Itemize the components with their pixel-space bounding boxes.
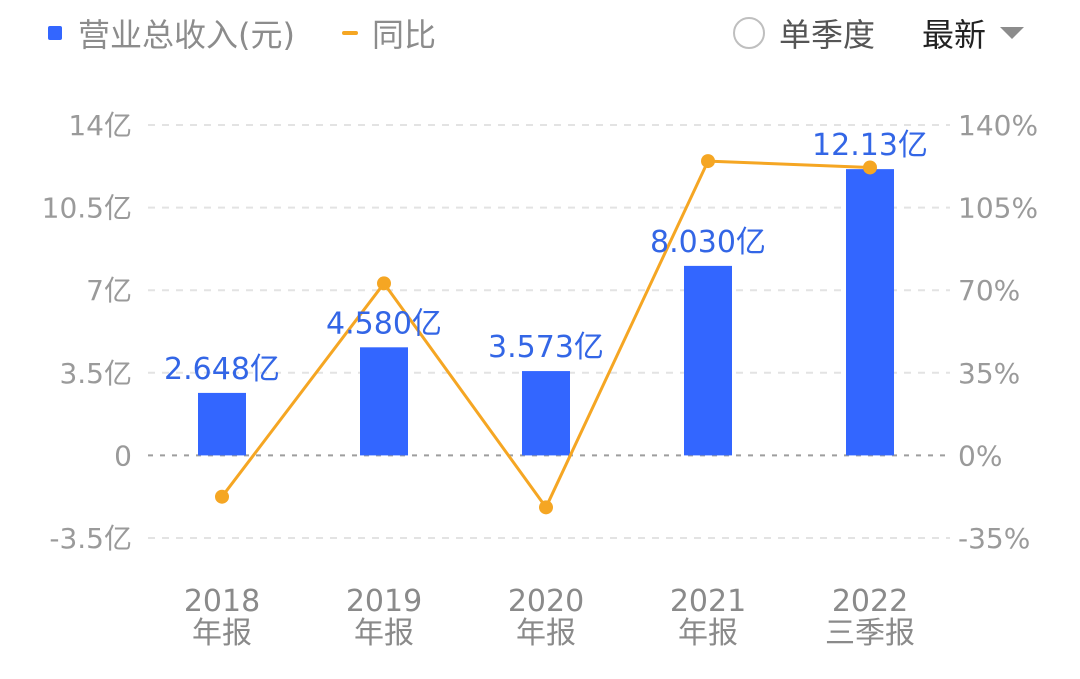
yoy-point [701, 154, 715, 169]
bar-data-label: 8.030亿 [650, 225, 766, 260]
legend-yoy[interactable]: 同比 [342, 10, 436, 56]
caret-down-icon [1000, 27, 1025, 39]
radio-unchecked-icon[interactable] [733, 17, 765, 49]
bar [522, 371, 570, 456]
period-dropdown-label: 最新 [922, 16, 987, 54]
bar-data-label: 12.13亿 [812, 128, 928, 163]
x-axis-year-label: 2022 [832, 584, 908, 619]
right-axis-tick-label: 140% [958, 109, 1038, 142]
left-axis-tick-label: 0 [114, 439, 132, 472]
legend-line-swatch-icon [342, 31, 358, 35]
legend-yoy-label: 同比 [372, 16, 437, 54]
right-axis-tick-label: 70% [958, 274, 1020, 307]
single-quarter-label: 单季度 [779, 16, 876, 54]
left-axis-tick-label: 10.5亿 [42, 192, 132, 225]
left-axis-tick-label: 7亿 [86, 274, 132, 307]
x-axis-period-label: 年报 [354, 616, 414, 651]
x-axis-year-label: 2020 [508, 584, 584, 619]
chart-toolbar: 营业总收入(元) 同比 单季度 最新 [0, 0, 1080, 64]
right-axis-tick-label: 35% [958, 357, 1020, 390]
x-axis-period-label: 年报 [192, 616, 252, 651]
right-axis-tick-label: -35% [958, 522, 1030, 555]
single-quarter-toggle[interactable]: 单季度 [733, 10, 875, 56]
x-axis-period-label: 年报 [516, 616, 576, 651]
period-dropdown[interactable]: 最新 [922, 10, 1025, 56]
legend-revenue[interactable]: 营业总收入(元) [48, 10, 295, 56]
right-axis-tick-label: 105% [958, 192, 1038, 225]
yoy-point [377, 276, 391, 291]
bar [846, 169, 894, 456]
bar [198, 392, 246, 456]
yoy-point [863, 160, 877, 175]
x-axis-period-label: 三季报 [825, 616, 915, 651]
legend-bar-swatch-icon [48, 26, 62, 40]
left-axis-tick-label: 14亿 [68, 109, 132, 142]
bar-data-label: 4.580亿 [326, 306, 442, 341]
x-axis-year-label: 2021 [670, 584, 746, 619]
right-axis-tick-label: 0% [958, 439, 1002, 472]
x-axis-year-label: 2018 [184, 584, 260, 619]
left-axis-tick-label: 3.5亿 [59, 357, 132, 390]
bar-data-label: 3.573亿 [488, 330, 604, 365]
left-axis-tick-label: -3.5亿 [49, 522, 132, 555]
yoy-point [539, 500, 553, 515]
bar [360, 347, 408, 456]
bar-data-label: 2.648亿 [164, 352, 280, 387]
yoy-point [215, 489, 229, 504]
x-axis-period-label: 年报 [678, 616, 738, 651]
x-axis-year-label: 2019 [346, 584, 422, 619]
bar [684, 265, 732, 456]
legend-revenue-label: 营业总收入(元) [78, 16, 295, 54]
